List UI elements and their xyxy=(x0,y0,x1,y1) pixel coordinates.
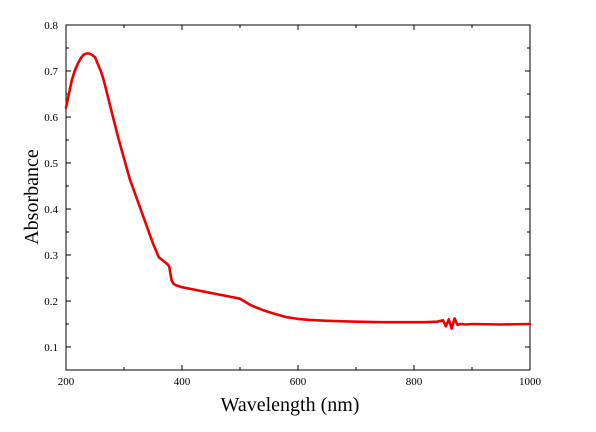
series-layer xyxy=(64,52,532,330)
y-tick-label: 0.7 xyxy=(44,66,58,78)
x-tick-label: 600 xyxy=(290,376,307,388)
tick-labels: 200 400 600 800 1000 0.1 0.2 0.3 0.4 0.5 0.6 0.7 0.8 xyxy=(44,20,541,388)
ticks xyxy=(65,24,531,371)
y-tick-label: 0.2 xyxy=(44,296,58,308)
y-tick-label: 0.3 xyxy=(44,250,58,262)
x-tick-label: 400 xyxy=(174,376,191,388)
absorbance-line xyxy=(64,52,532,330)
y-tick-label: 0.5 xyxy=(44,158,58,170)
y-tick-label: 0.8 xyxy=(44,20,58,32)
y-tick-label: 0.4 xyxy=(44,204,58,216)
x-tick-label: 800 xyxy=(406,376,423,388)
x-tick-label: 200 xyxy=(58,376,75,388)
x-axis-title: Wavelength (nm) xyxy=(221,394,360,416)
y-tick-label: 0.6 xyxy=(44,112,58,124)
y-tick-label: 0.1 xyxy=(44,342,58,354)
x-tick-label: 1000 xyxy=(519,376,542,388)
y-axis-title: Absorbance xyxy=(21,149,43,245)
